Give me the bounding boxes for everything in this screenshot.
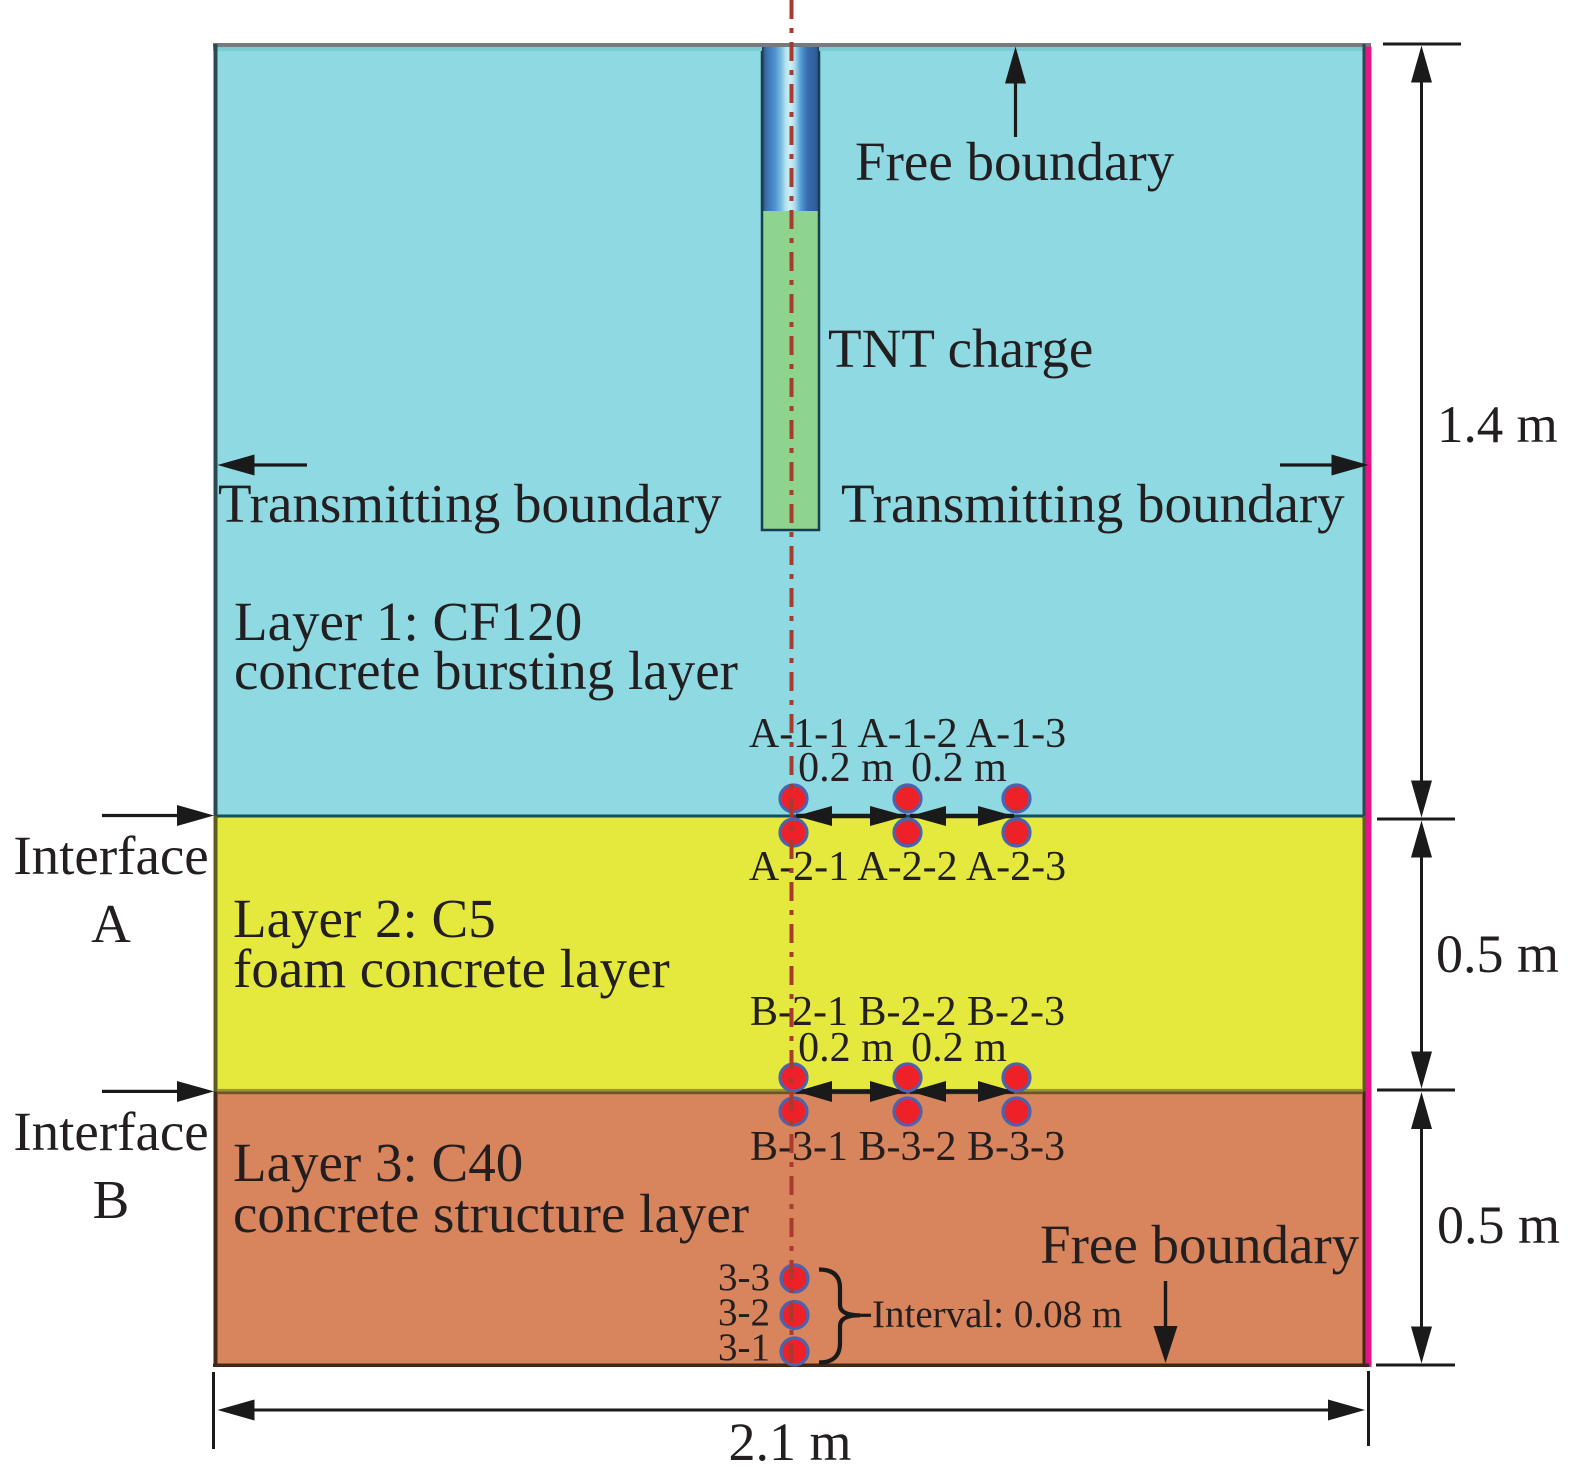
- svg-text:Interface: Interface: [13, 825, 208, 886]
- svg-text:Layer 1: CF120: Layer 1: CF120: [234, 591, 582, 652]
- svg-text:0.2 m: 0.2 m: [798, 745, 894, 791]
- svg-text:Interval: 0.08 m: Interval: 0.08 m: [872, 1293, 1122, 1336]
- svg-text:Transmitting boundary: Transmitting boundary: [218, 473, 722, 534]
- svg-text:Interface: Interface: [13, 1101, 208, 1162]
- svg-text:Free boundary: Free boundary: [1040, 1214, 1360, 1275]
- svg-text:Free boundary: Free boundary: [855, 131, 1175, 192]
- svg-text:concrete bursting layer: concrete bursting layer: [234, 640, 738, 701]
- svg-text:1.4 m: 1.4 m: [1437, 396, 1558, 454]
- svg-text:A-1-1 A-1-2 A-1-3: A-1-1 A-1-2 A-1-3: [749, 711, 1066, 757]
- svg-text:A: A: [91, 893, 131, 954]
- svg-text:foam concrete layer: foam concrete layer: [233, 938, 670, 999]
- svg-text:A-2-1 A-2-2 A-2-3: A-2-1 A-2-2 A-2-3: [749, 844, 1066, 890]
- svg-text:0.5 m: 0.5 m: [1436, 924, 1559, 984]
- svg-text:B-3-1 B-3-2 B-3-3: B-3-1 B-3-2 B-3-3: [750, 1124, 1065, 1170]
- svg-text:3-2: 3-2: [718, 1291, 770, 1334]
- svg-text:3-1: 3-1: [718, 1326, 770, 1369]
- svg-text:Layer 2: C5: Layer 2: C5: [233, 888, 496, 949]
- svg-text:B-2-1 B-2-2 B-2-3: B-2-1 B-2-2 B-2-3: [750, 989, 1065, 1035]
- svg-text:0.5 m: 0.5 m: [1437, 1195, 1560, 1255]
- svg-text:0.2 m: 0.2 m: [911, 745, 1007, 791]
- svg-text:0.2 m: 0.2 m: [798, 1025, 894, 1071]
- svg-text:Transmitting boundary: Transmitting boundary: [841, 473, 1345, 534]
- svg-text:0.2 m: 0.2 m: [911, 1025, 1007, 1071]
- svg-text:concrete structure layer: concrete structure layer: [233, 1183, 749, 1244]
- svg-text:3-3: 3-3: [718, 1256, 770, 1299]
- svg-text:2.1 m: 2.1 m: [728, 1412, 851, 1472]
- svg-text:TNT charge: TNT charge: [828, 318, 1093, 379]
- svg-text:Layer 3: C40: Layer 3: C40: [233, 1132, 523, 1193]
- svg-text:B: B: [93, 1169, 130, 1230]
